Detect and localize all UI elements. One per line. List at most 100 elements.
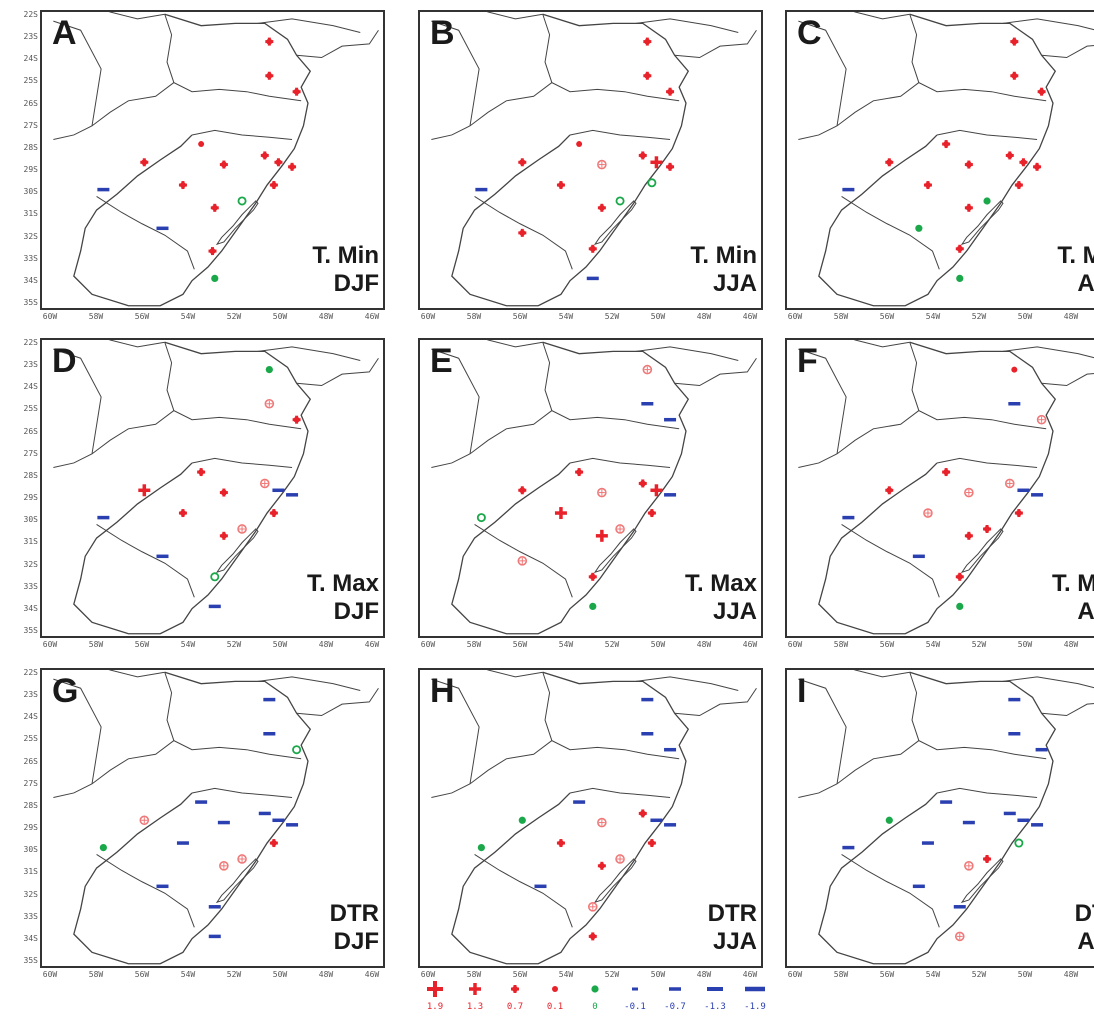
map-boundary-line — [96, 196, 195, 270]
y-axis-tick-label: 24S — [23, 54, 38, 64]
map-boundary-line — [53, 678, 102, 784]
station-marker — [964, 203, 973, 212]
x-axis-tick-label: 56W — [879, 640, 895, 649]
station-marker — [208, 905, 221, 909]
y-axis-tick-label: 31S — [23, 537, 38, 547]
lagoon-outline — [215, 200, 259, 246]
legend-marker — [632, 987, 638, 991]
station-marker — [518, 486, 527, 495]
station-marker — [647, 178, 657, 188]
station-marker — [210, 203, 219, 212]
x-axis-tick-label: 60W — [42, 970, 58, 979]
station-marker — [274, 158, 283, 167]
station-marker — [576, 141, 583, 148]
x-axis-tick-label: 48W — [696, 970, 712, 979]
y-axis-tick-label: 32S — [23, 559, 38, 569]
legend-label: -0.1 — [624, 1002, 646, 1012]
x-axis-tick-label: 58W — [88, 640, 104, 649]
y-axis-tick-label: 23S — [23, 32, 38, 42]
map-boundary-line — [53, 20, 102, 126]
map-boundary-line — [96, 854, 195, 928]
station-marker — [842, 187, 855, 192]
x-axis-tick-label: 54W — [558, 970, 574, 979]
map-boundary-line — [818, 341, 1057, 635]
station-marker — [664, 417, 677, 422]
map-panel-e: E T. Max JJA 60W 58W 56W 54W 52W 50W 48W 46W — [418, 338, 763, 649]
map-boundary-line — [542, 14, 680, 102]
y-axis-tick-label: 28S — [23, 142, 38, 152]
station-marker — [641, 732, 654, 736]
lagoon-outline — [960, 528, 1004, 574]
station-marker — [586, 276, 599, 281]
map-boundary-line — [296, 687, 379, 717]
map-boundary-line — [798, 82, 920, 140]
y-axis-tick-label: 33S — [23, 581, 38, 591]
station-marker — [650, 484, 663, 497]
station-marker — [962, 820, 975, 825]
map-boundary-line — [635, 676, 739, 691]
station-marker — [597, 487, 607, 498]
y-axis-tick-label: 24S — [23, 712, 38, 722]
station-marker — [208, 604, 221, 609]
station-marker — [942, 140, 951, 149]
x-axis-tick-label: 46W — [364, 970, 380, 979]
station-marker — [292, 87, 301, 96]
map-boundary-line — [451, 13, 690, 307]
map-canvas — [431, 12, 757, 307]
map-boundary-line — [936, 457, 1038, 469]
map-boundary-line — [431, 82, 553, 140]
map-boundary-line — [674, 29, 757, 59]
station-marker — [597, 817, 607, 828]
station-marker — [587, 902, 598, 912]
station-marker — [556, 839, 565, 848]
lagoon-outline — [593, 200, 637, 246]
station-marker — [292, 745, 302, 755]
station-marker — [885, 816, 893, 824]
station-marker — [1014, 181, 1023, 190]
station-marker — [912, 884, 925, 889]
station-marker — [198, 141, 205, 148]
x-axis-tick-label: 56W — [879, 312, 895, 321]
panel-variable-label: T. Min — [1057, 242, 1094, 269]
station-marker — [263, 697, 276, 702]
map-canvas — [431, 670, 757, 965]
x-axis-tick-label: 58W — [833, 312, 849, 321]
station-marker — [1035, 747, 1048, 752]
station-marker — [97, 187, 110, 192]
map-boundary-line — [164, 342, 302, 430]
y-axis-tick-label: 29S — [23, 493, 38, 503]
panel-variable-label: DTR — [329, 900, 379, 927]
legend-label: 0.1 — [546, 1002, 564, 1012]
legend-marker — [469, 983, 481, 995]
station-marker — [554, 507, 567, 520]
station-marker — [517, 556, 528, 566]
station-marker — [983, 197, 991, 205]
legend-marker — [427, 981, 443, 997]
station-marker — [269, 181, 278, 190]
x-axis-tick-label: 58W — [466, 312, 482, 321]
legend-marker — [707, 987, 723, 991]
legend-symbol — [707, 987, 723, 991]
station-marker — [99, 844, 107, 852]
station-marker — [885, 158, 894, 167]
legend-label: 1.9 — [426, 1002, 444, 1012]
y-axis-tick-label: 30S — [23, 187, 38, 197]
station-marker — [915, 224, 923, 232]
panel-season-label: Ann — [1077, 270, 1094, 297]
station-marker — [138, 484, 151, 497]
y-axis-tick-label: 27S — [23, 448, 38, 458]
map-panel-d: D T. Max DJF 22S 23S 24S 25S 26S 27S 28S 29S 30S 31S… — [24, 338, 385, 649]
map-boundary-line — [73, 671, 312, 965]
station-marker — [219, 861, 229, 871]
station-marker — [197, 468, 206, 477]
legend-item: 0.1 — [535, 978, 575, 1012]
legend-symbol — [632, 987, 638, 991]
station-marker — [1014, 838, 1024, 848]
map-boundary-line — [1002, 676, 1094, 689]
legend-symbol — [511, 985, 519, 993]
map-boundary-line — [635, 346, 739, 361]
x-axis-tick-label: 48W — [318, 640, 334, 649]
x-axis-tick-label: 56W — [512, 312, 528, 321]
station-marker — [219, 160, 228, 169]
panel-letter: D — [52, 342, 77, 380]
